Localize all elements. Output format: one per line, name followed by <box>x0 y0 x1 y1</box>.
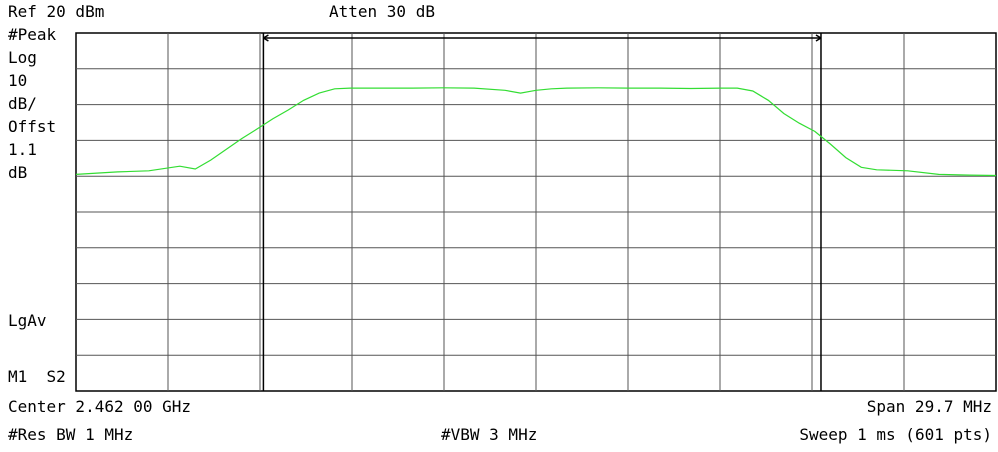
scale-value-label: 10 <box>8 71 28 90</box>
average-mode-label: LgAv <box>8 311 47 330</box>
span-label: Span 29.7 MHz <box>866 397 992 416</box>
scale-unit-label: dB/ <box>8 94 37 113</box>
arrowhead-left <box>263 34 269 39</box>
scale-type-label: Log <box>8 48 37 67</box>
arrowhead-left <box>263 37 269 42</box>
detector-label: #Peak <box>8 25 57 44</box>
arrowhead-right <box>815 34 822 39</box>
attenuation-label: Atten 30 dB <box>329 2 435 21</box>
graticule <box>76 33 996 391</box>
rbw-label: #Res BW 1 MHz <box>8 425 134 444</box>
spectrum-trace <box>75 87 997 177</box>
vbw-label: #VBW 3 MHz <box>441 425 538 444</box>
ref-level-label: Ref 20 dBm <box>8 2 105 21</box>
offset-value-label: 1.1 <box>8 140 37 159</box>
bandwidth-markers <box>262 33 822 391</box>
center-frequency-label: Center 2.462 00 GHz <box>8 397 192 416</box>
offset-unit-label: dB <box>8 163 28 182</box>
arrowhead-right <box>815 37 822 42</box>
trace-mode-label: M1 S2 <box>8 367 66 386</box>
sweep-label: Sweep 1 ms (601 pts) <box>799 425 992 444</box>
offset-label: Offst <box>8 117 57 136</box>
